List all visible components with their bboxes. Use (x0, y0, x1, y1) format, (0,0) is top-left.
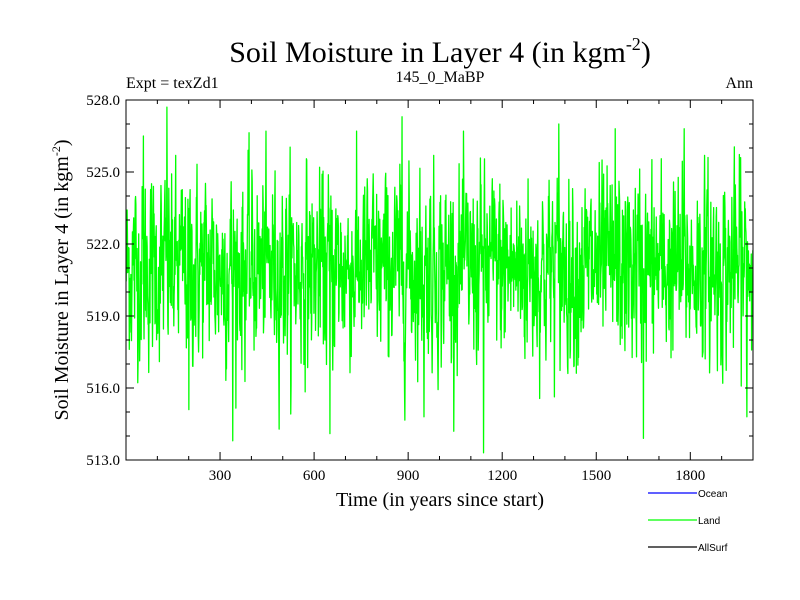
chart-title-superscript: -2 (626, 34, 641, 54)
x-tick-label: 1200 (487, 468, 517, 484)
y-tick-label: 528.0 (86, 93, 120, 109)
x-tick-label: 1800 (675, 468, 705, 484)
legend-label-land: Land (698, 516, 720, 527)
y-axis-label-text: Soil Moisture in Layer 4 (in kgm (51, 156, 73, 421)
x-tick-label: 300 (209, 468, 232, 484)
y-axis-ticks: 513.0 516.0 519.0 522.0 525.0 528.0 (86, 93, 753, 469)
x-tick-label: 900 (397, 468, 420, 484)
x-axis-label: Time (in years since start) (336, 489, 544, 511)
y-tick-label: 519.0 (86, 309, 120, 325)
y-axis-label: Soil Moisture in Layer 4 (in kgm-2) (49, 139, 73, 420)
y-tick-label: 525.0 (86, 165, 120, 181)
y-axis-label-superscript: -2 (49, 146, 63, 156)
land-series-line (125, 106, 754, 454)
x-tick-label: 600 (303, 468, 326, 484)
chart-title-text: Soil Moisture in Layer 4 (in kgm (229, 36, 626, 69)
legend-label-ocean: Ocean (698, 489, 727, 500)
land-series-path (125, 106, 754, 454)
x-axis-ticks: 300 600 900 1200 1500 1800 (156, 100, 723, 484)
subtitle-season: Ann (725, 75, 753, 92)
chart-title-end: ) (641, 36, 651, 69)
y-axis-label-end: ) (51, 139, 73, 146)
legend-label-allsurf: AllSurf (698, 543, 728, 554)
y-tick-label: 516.0 (86, 381, 120, 397)
subtitle-experiment: Expt = texZd1 (126, 75, 219, 92)
y-tick-label: 522.0 (86, 237, 120, 253)
y-tick-label: 513.0 (86, 453, 120, 469)
x-tick-label: 1500 (581, 468, 611, 484)
subtitle-period: 145_0_MaBP (396, 69, 485, 86)
legend: Ocean Land AllSurf (648, 489, 728, 554)
chart-title: Soil Moisture in Layer 4 (in kgm-2) (229, 34, 651, 69)
